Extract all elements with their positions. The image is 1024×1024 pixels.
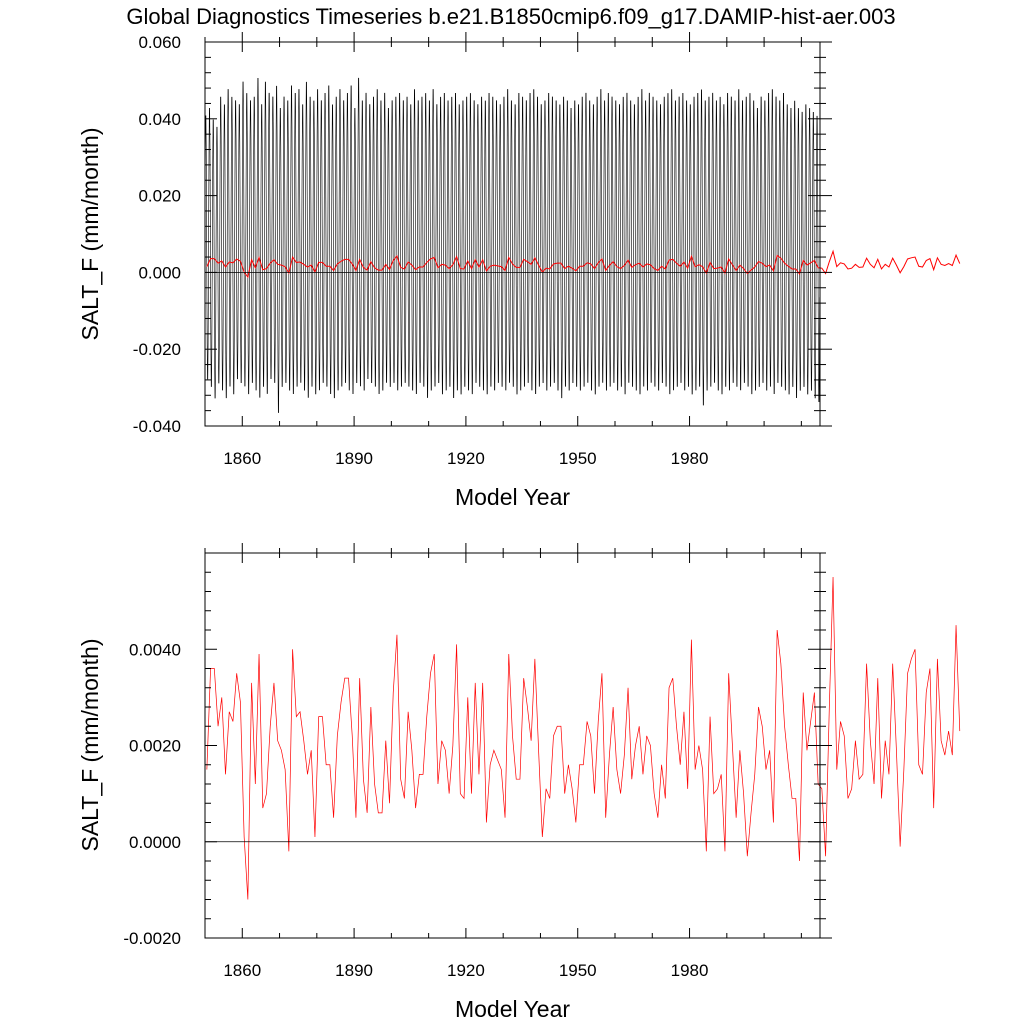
bottom-y-axis-label: SALT_F (mm/month): [77, 639, 103, 852]
y-tick-label: -0.0020: [123, 929, 181, 948]
x-tick-label: 1950: [559, 449, 597, 468]
x-tick-label: 1980: [671, 449, 709, 468]
x-tick-label: 1860: [223, 961, 261, 980]
annual-mean-line: [206, 249, 961, 279]
x-tick-label: 1980: [671, 961, 709, 980]
bottom-axis-ticks: [204, 543, 832, 939]
y-tick-label: 0.0040: [129, 640, 181, 659]
x-tick-label: 1950: [559, 961, 597, 980]
annual-mean-line: [206, 577, 961, 900]
x-tick-label: 1860: [223, 449, 261, 468]
annual-mean-series: [206, 577, 961, 900]
annual-mean-series: [206, 249, 961, 279]
bottom-plot-frame: [204, 552, 821, 939]
bottom-x-axis-label: Model Year: [455, 996, 570, 1022]
y-tick-label: 0.020: [138, 187, 181, 206]
x-tick-label: 1920: [447, 449, 485, 468]
x-tick-label: 1890: [335, 961, 373, 980]
top-tick-labels: 1860 1890 1920 1950 1980 -0.040 -0.020 0.000 0.0…: [133, 33, 709, 468]
figure-title: Global Diagnostics Timeseries b.e21.B185…: [126, 4, 895, 29]
bottom-panel: 1860 1890 1920 1950 1980 -0.0020 0.0000 0.0020 0…: [77, 543, 961, 1022]
y-tick-label: -0.020: [133, 340, 181, 359]
y-tick-label: 0.000: [138, 263, 181, 282]
y-tick-label: 0.060: [138, 33, 181, 52]
y-tick-label: 0.0000: [129, 833, 181, 852]
monthly-series: [204, 77, 820, 413]
y-tick-label: 0.0020: [129, 737, 181, 756]
y-tick-label: 0.040: [138, 110, 181, 129]
bottom-tick-labels: 1860 1890 1920 1950 1980 -0.0020 0.0000 0.0020 0…: [123, 640, 708, 980]
top-axis-ticks: [204, 32, 832, 427]
x-tick-label: 1920: [447, 961, 485, 980]
top-x-axis-label: Model Year: [455, 484, 570, 510]
monthly-line: [204, 77, 820, 413]
y-tick-label: -0.040: [133, 417, 181, 436]
top-panel: 1860 1890 1920 1950 1980 -0.040 -0.020 0.000 0.0…: [77, 32, 961, 510]
top-plot-frame: [204, 41, 821, 427]
top-y-axis-label: SALT_F (mm/month): [77, 128, 103, 341]
x-tick-label: 1890: [335, 449, 373, 468]
